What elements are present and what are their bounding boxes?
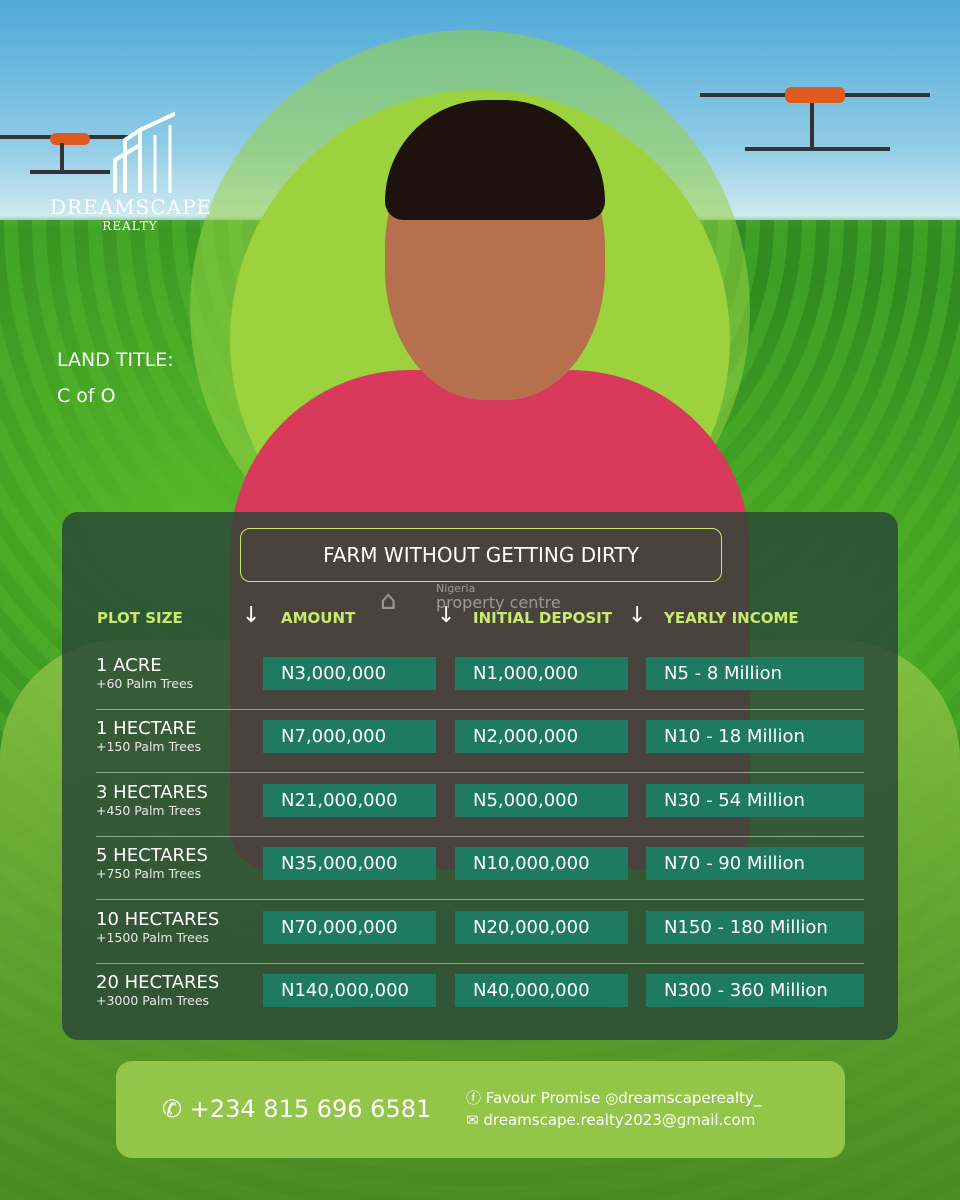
plot-size: 1 ACRE +60 Palm Trees: [96, 655, 193, 691]
table-row: 3 HECTARES +450 Palm Trees N21,000,000 N5…: [96, 774, 864, 837]
amount-cell: N21,000,000: [263, 783, 436, 817]
email-icon: ✉: [466, 1111, 479, 1129]
income-cell: N5 - 8 Million: [646, 657, 864, 690]
arrow-down-icon: ↓: [628, 603, 647, 628]
house-icon: ⌂: [380, 586, 397, 616]
plot-size: 10 HECTARES +1500 Palm Trees: [96, 909, 219, 945]
phone-number[interactable]: ✆ +234 815 696 6581: [162, 1095, 431, 1123]
palm-trees: +3000 Palm Trees: [96, 993, 210, 1008]
plot-label: 1 ACRE: [96, 655, 162, 676]
income-cell: N300 - 360 Million: [646, 974, 864, 1007]
drone-image-right: [700, 75, 930, 160]
plot-size: 20 HECTARES +3000 Palm Trees: [96, 972, 219, 1008]
deposit-cell: N1,000,000: [455, 657, 628, 690]
brand-sub: REALTY: [102, 219, 158, 233]
watermark: ⌂ Nigeria property centre: [380, 582, 561, 616]
plot-label: 1 HECTARE: [96, 718, 197, 740]
header-initial-deposit: INITIAL DEPOSIT: [473, 609, 612, 627]
table-row: 1 ACRE +60 Palm Trees N3,000,000 N1,000,0…: [96, 647, 864, 710]
plot-label: 5 HECTARES: [96, 845, 208, 867]
amount-cell: N70,000,000: [263, 910, 436, 944]
deposit-cell: N40,000,000: [455, 974, 628, 1007]
header-plot-size: PLOT SIZE: [97, 609, 183, 627]
arrow-down-icon: ↓: [242, 603, 261, 628]
building-logo-icon: [113, 111, 175, 193]
table-row: 10 HECTARES +1500 Palm Trees N70,000,000 …: [96, 901, 864, 964]
watermark-line2: property centre: [436, 593, 561, 612]
deposit-cell: N20,000,000: [455, 910, 628, 944]
headline-banner: FARM WITHOUT GETTING DIRTY: [240, 528, 722, 582]
facebook-name[interactable]: Favour Promise: [485, 1089, 601, 1107]
palm-trees: +150 Palm Trees: [96, 739, 202, 755]
plot-label: 20 HECTARES: [96, 972, 220, 993]
drone-image-left: [0, 125, 130, 185]
income-cell: N30 - 54 Million: [646, 783, 864, 817]
instagram-handle[interactable]: dreamscaperealty_: [618, 1089, 762, 1107]
brand-name: DREAMSCAPE: [50, 195, 213, 219]
palm-trees: +60 Palm Trees: [96, 676, 194, 691]
dreamscape-logo: DREAMSCAPE REALTY: [50, 105, 213, 233]
land-title: LAND TITLE: C of O: [57, 342, 174, 414]
plot-label: 10 HECTARES: [96, 908, 220, 930]
land-title-label: LAND TITLE:: [57, 349, 174, 371]
deposit-cell: N2,000,000: [455, 720, 628, 754]
plot-label: 3 HECTARES: [96, 781, 208, 803]
palm-trees: +450 Palm Trees: [96, 802, 202, 818]
plot-size: 1 HECTARE +150 Palm Trees: [96, 718, 201, 754]
amount-cell: N140,000,000: [263, 974, 436, 1007]
amount-cell: N7,000,000: [263, 720, 436, 754]
deposit-cell: N5,000,000: [455, 783, 628, 817]
plot-size: 3 HECTARES +450 Palm Trees: [96, 782, 208, 818]
income-cell: N10 - 18 Million: [646, 720, 864, 754]
plot-size: 5 HECTARES +750 Palm Trees: [96, 845, 208, 881]
pricing-panel: [62, 512, 898, 1040]
arrow-down-icon: ↓: [437, 603, 456, 628]
watermark-line1: Nigeria: [436, 582, 476, 595]
instagram-icon: ◎: [605, 1089, 619, 1107]
table-row: 20 HECTARES +3000 Palm Trees N140,000,000…: [96, 964, 864, 1027]
facebook-icon: ⓕ: [466, 1089, 482, 1107]
phone-text: +234 815 696 6581: [189, 1095, 432, 1123]
deposit-cell: N10,000,000: [455, 847, 628, 881]
phone-icon: ✆: [162, 1095, 183, 1123]
table-row: 1 HECTARE +150 Palm Trees N7,000,000 N2,0…: [96, 710, 864, 774]
income-cell: N70 - 90 Million: [646, 847, 864, 881]
contact-footer: ✆ +234 815 696 6581 ⓕ Favour Promise ◎dr…: [116, 1061, 845, 1158]
table-row: 5 HECTARES +750 Palm Trees N35,000,000 N1…: [96, 837, 864, 901]
email-address[interactable]: dreamscape.realty2023@gmail.com: [483, 1111, 756, 1129]
income-cell: N150 - 180 Million: [646, 910, 864, 944]
header-amount: AMOUNT: [281, 609, 356, 627]
amount-cell: N3,000,000: [263, 657, 436, 690]
land-title-value: C of O: [57, 385, 116, 407]
palm-trees: +750 Palm Trees: [96, 866, 202, 882]
palm-trees: +1500 Palm Trees: [96, 929, 210, 945]
header-yearly-income: YEARLY INCOME: [664, 609, 799, 627]
amount-cell: N35,000,000: [263, 847, 436, 881]
